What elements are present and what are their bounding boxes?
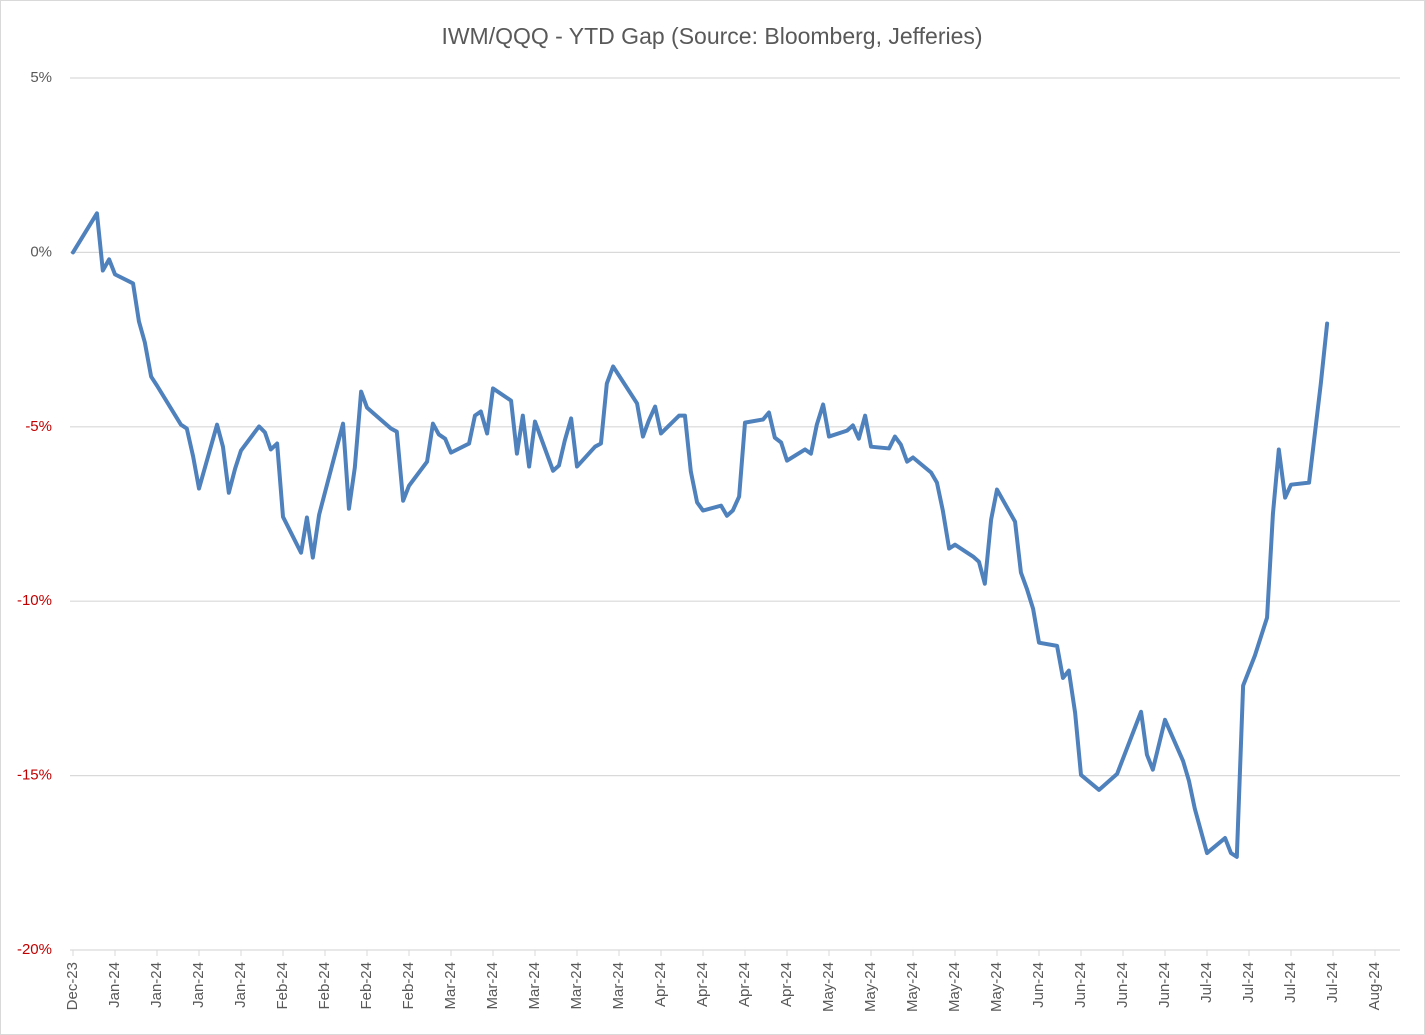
y-tick-label: -20% <box>17 941 52 958</box>
x-tick-label: Jul-24 <box>1198 962 1215 1003</box>
y-tick-label: -15% <box>17 767 52 784</box>
x-tick-label: Jul-24 <box>1324 962 1341 1003</box>
x-tick-label: Jun-24 <box>1156 962 1173 1008</box>
x-tick-label: Mar-24 <box>610 962 627 1010</box>
x-tick-label: Mar-24 <box>484 962 501 1010</box>
x-tick-label: May-24 <box>988 962 1005 1012</box>
x-tick-label: Feb-24 <box>358 962 375 1010</box>
x-tick-label: May-24 <box>820 962 837 1012</box>
x-tick-label: Apr-24 <box>694 962 711 1007</box>
y-tick-label: 0% <box>30 243 52 260</box>
x-tick-label: May-24 <box>904 962 921 1012</box>
x-tick-label: Mar-24 <box>442 962 459 1010</box>
x-tick-label: Feb-24 <box>400 962 417 1010</box>
x-tick-label: Apr-24 <box>736 962 753 1007</box>
x-tick-label: Feb-24 <box>316 962 333 1010</box>
x-tick-label: Jan-24 <box>232 962 249 1008</box>
y-tick-label: -5% <box>25 418 52 435</box>
x-tick-label: Jan-24 <box>190 962 207 1008</box>
x-tick-label: Mar-24 <box>526 962 543 1010</box>
x-tick-label: May-24 <box>862 962 879 1012</box>
x-tick-label: Aug-24 <box>1366 962 1383 1010</box>
x-tick-label: Apr-24 <box>778 962 795 1007</box>
x-tick-label: May-24 <box>946 962 963 1012</box>
x-tick-label: Jan-24 <box>106 962 123 1008</box>
x-tick-label: Jan-24 <box>148 962 165 1008</box>
y-tick-label: 5% <box>30 69 52 86</box>
x-tick-label: Feb-24 <box>274 962 291 1010</box>
x-tick-label: Jun-24 <box>1072 962 1089 1008</box>
x-tick-label: Jul-24 <box>1282 962 1299 1003</box>
x-tick-label: Dec-23 <box>64 962 81 1010</box>
chart-title: IWM/QQQ - YTD Gap (Source: Bloomberg, Je… <box>441 23 982 49</box>
x-tick-label: Jun-24 <box>1114 962 1131 1008</box>
x-tick-label: Jul-24 <box>1240 962 1257 1003</box>
y-tick-label: -10% <box>17 592 52 609</box>
x-tick-label: Mar-24 <box>568 962 585 1010</box>
x-tick-label: Jun-24 <box>1030 962 1047 1008</box>
data-line <box>71 211 1330 859</box>
x-tick-label: Apr-24 <box>652 962 669 1007</box>
